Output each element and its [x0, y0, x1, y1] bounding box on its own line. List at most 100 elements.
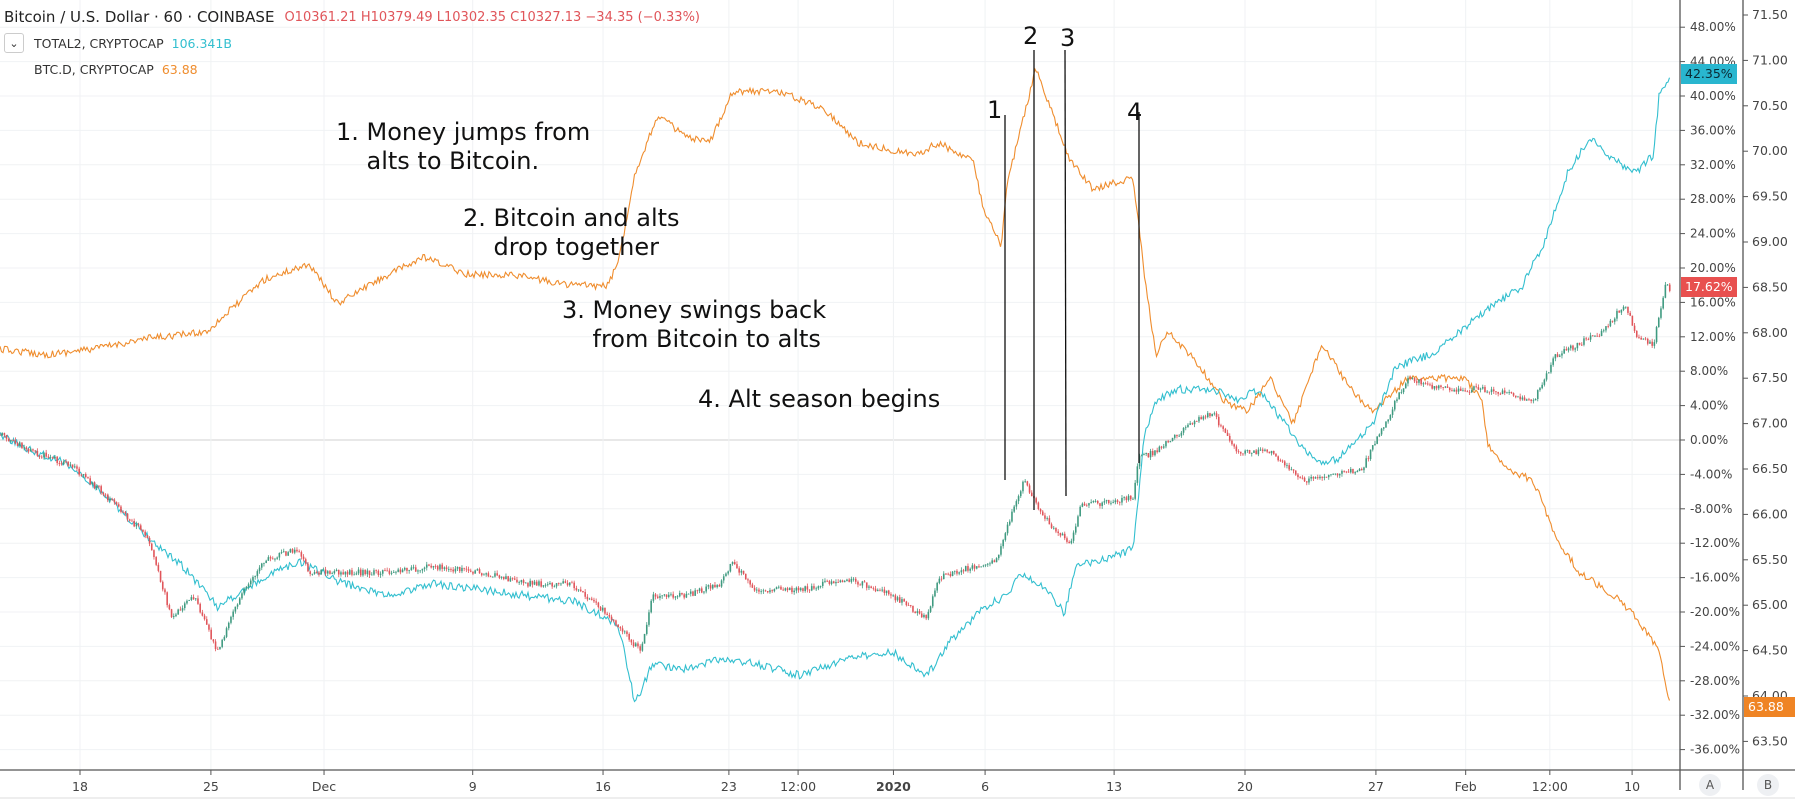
btc-candle — [1180, 432, 1183, 436]
btc-candle — [1356, 470, 1359, 473]
btc-candle — [1624, 306, 1627, 308]
btc-candle — [927, 611, 930, 619]
btc-candle — [3, 433, 6, 436]
btc-candle — [1112, 502, 1114, 503]
btc-candle — [177, 609, 179, 615]
collapse-legend-chevron-icon[interactable]: ⌄ — [4, 33, 24, 53]
btc-candle — [663, 594, 666, 596]
btc-candle — [1620, 309, 1623, 313]
btc-candle — [5, 435, 8, 439]
btc-candle — [749, 580, 751, 585]
btc-candle — [65, 461, 67, 463]
btc-candle — [744, 573, 747, 580]
btc-candle — [111, 498, 113, 500]
btc-candle — [947, 573, 949, 575]
btc-candle — [707, 585, 710, 587]
btc-candle — [1532, 400, 1535, 402]
btc-candle — [1312, 476, 1315, 479]
btc-candle — [384, 570, 386, 571]
btc-candle — [302, 556, 305, 560]
btc-candle — [23, 447, 25, 449]
btc-candle — [1442, 387, 1444, 388]
btc-candle — [1140, 454, 1143, 456]
pct-tick-label: 20.00% — [1690, 261, 1736, 275]
btc-candle — [564, 581, 567, 583]
btcd-legend-name[interactable]: BTC.D, CRYPTOCAP — [34, 61, 154, 77]
btc-candle — [813, 586, 815, 589]
btc-candle — [553, 586, 556, 588]
btc-candle — [969, 568, 971, 571]
btc-candle — [80, 474, 83, 476]
btc-candle — [1367, 458, 1370, 460]
btc-candle — [82, 474, 85, 476]
btc-candle — [1420, 379, 1422, 385]
btc-candle — [1660, 308, 1662, 318]
btc-candle — [469, 570, 472, 572]
btc-candle — [1407, 378, 1409, 384]
btc-candle — [1376, 436, 1378, 444]
btc-candle — [883, 589, 886, 593]
btc-candle — [219, 646, 221, 650]
btc-candle — [1578, 342, 1581, 345]
btc-candle — [291, 549, 294, 553]
btc-candle — [351, 570, 353, 575]
btc-candle — [364, 570, 366, 575]
auto-scale-button-a[interactable]: A — [1699, 774, 1721, 796]
auto-scale-button-b[interactable]: B — [1757, 774, 1779, 796]
btc-candle — [769, 590, 771, 593]
btc-candle — [188, 599, 190, 601]
btc-candle — [949, 573, 952, 577]
btc-candle — [641, 643, 644, 651]
dom-tick-label: 70.50 — [1752, 98, 1788, 113]
btc-candle — [608, 615, 611, 617]
btc-candle — [533, 581, 536, 585]
btc-candle — [1497, 391, 1499, 394]
btc-candle — [652, 594, 655, 601]
btc-candle — [1431, 384, 1433, 389]
btc-candle — [1308, 478, 1310, 483]
btcd-legend-value: 63.88 — [161, 61, 198, 77]
btc-candle — [674, 596, 677, 598]
btc-candle — [494, 573, 496, 577]
btc-candle — [89, 478, 91, 485]
btc-candle — [824, 580, 826, 582]
btc-candle — [835, 581, 837, 584]
btc-candle — [623, 631, 626, 633]
btc-candle — [1393, 401, 1396, 410]
btc-candle — [1668, 284, 1671, 291]
btc-candle — [408, 570, 410, 572]
btc-candle — [355, 573, 358, 575]
btc-candle — [139, 525, 142, 530]
btc-candle — [337, 569, 340, 575]
btc-candle — [395, 571, 397, 573]
total2-legend-name[interactable]: TOTAL2, CRYPTOCAP — [34, 35, 164, 51]
btc-candle — [208, 624, 210, 630]
btc-candle — [18, 442, 21, 446]
btc-candle — [1488, 391, 1491, 393]
btc-candle — [628, 633, 630, 640]
btc-candle — [1134, 482, 1136, 499]
btc-candle — [1486, 391, 1488, 393]
btc-candle — [1039, 509, 1042, 512]
event-lines — [1004, 49, 1140, 510]
btc-candle — [1257, 449, 1260, 455]
pct-tick-label: -20.00% — [1690, 605, 1740, 619]
btc-candle — [861, 581, 864, 586]
dom-tick-label: 68.00 — [1752, 325, 1788, 340]
btc-candle — [1068, 541, 1070, 544]
btc-candle — [758, 589, 760, 592]
btc-candle — [315, 571, 318, 573]
btc-candle — [60, 463, 63, 465]
btc-candle — [1200, 417, 1202, 420]
btc-candle — [161, 581, 164, 590]
btc-candle — [1000, 546, 1002, 555]
btc-candle — [1481, 387, 1484, 389]
btc-candle — [252, 577, 254, 581]
btc-candle — [170, 609, 173, 618]
symbol-title[interactable]: Bitcoin / U.S. Dollar · 60 · COINBASE — [4, 8, 275, 26]
btc-candle — [10, 440, 12, 442]
btc-candle — [1063, 533, 1066, 539]
btc-candle — [117, 504, 120, 507]
btc-candle — [1475, 386, 1477, 388]
